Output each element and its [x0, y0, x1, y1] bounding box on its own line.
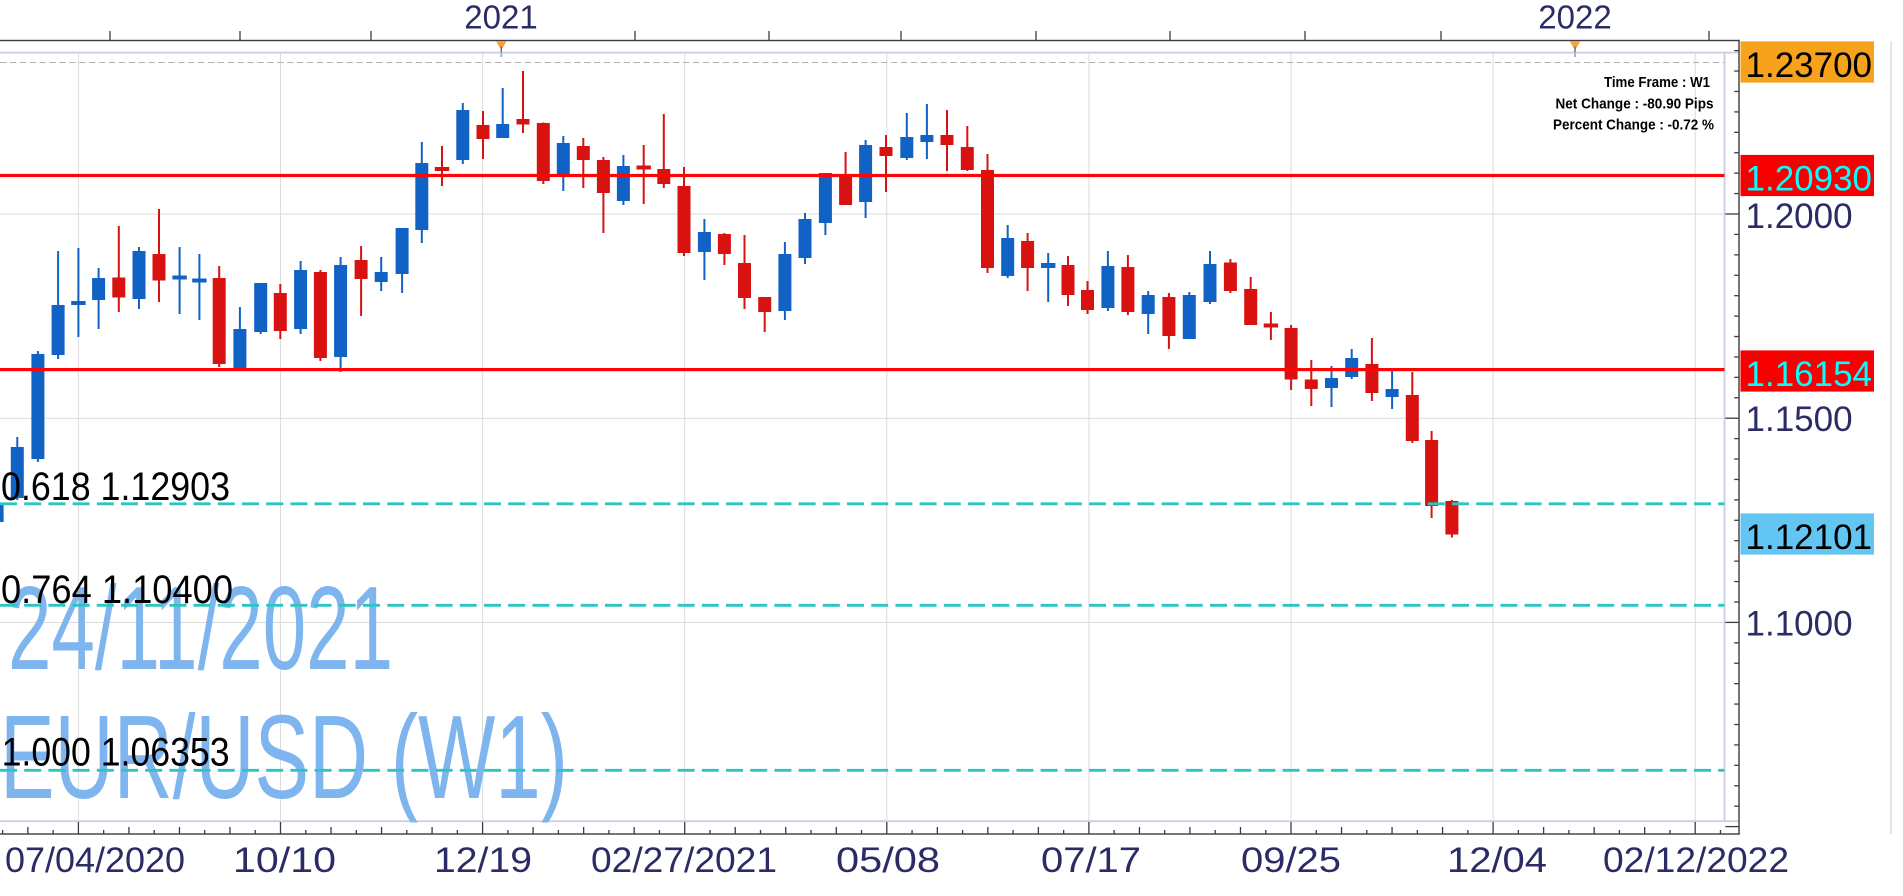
svg-text:07/17: 07/17: [1041, 841, 1141, 880]
svg-text:2021: 2021: [464, 0, 537, 36]
svg-text:Time Frame : W1: Time Frame : W1: [1604, 74, 1710, 91]
svg-text:1.12101: 1.12101: [1746, 518, 1873, 557]
svg-text:EUR/USD (W1): EUR/USD (W1): [0, 691, 568, 824]
svg-text:10/10: 10/10: [233, 841, 336, 880]
svg-text:2022: 2022: [1538, 0, 1611, 36]
svg-text:02/12/2022: 02/12/2022: [1603, 841, 1789, 880]
svg-text:02/27/2021: 02/27/2021: [591, 841, 777, 880]
svg-text:1.1500: 1.1500: [1746, 400, 1853, 439]
svg-text:Percent Change : -0.72 %: Percent Change : -0.72 %: [1553, 117, 1714, 134]
svg-text:1.000 1.06353: 1.000 1.06353: [2, 731, 230, 775]
svg-text:09/25: 09/25: [1241, 841, 1341, 880]
svg-text:24/11/2021: 24/11/2021: [8, 562, 393, 695]
svg-text:1.16154: 1.16154: [1746, 355, 1873, 394]
svg-text:1.23700: 1.23700: [1746, 46, 1873, 85]
svg-text:1.20930: 1.20930: [1746, 159, 1873, 198]
svg-text:1.2000: 1.2000: [1746, 197, 1853, 236]
svg-text:05/08: 05/08: [836, 841, 940, 880]
svg-text:1.1000: 1.1000: [1746, 605, 1853, 644]
svg-text:0.764 1.10400: 0.764 1.10400: [1, 568, 233, 612]
svg-text:Net Change : -80.90 Pips: Net Change : -80.90 Pips: [1556, 96, 1714, 113]
svg-text:0.618 1.12903: 0.618 1.12903: [1, 465, 230, 509]
svg-text:12/04: 12/04: [1447, 841, 1547, 880]
svg-text:12/19: 12/19: [434, 841, 532, 880]
svg-text:07/04/2020: 07/04/2020: [5, 841, 185, 880]
